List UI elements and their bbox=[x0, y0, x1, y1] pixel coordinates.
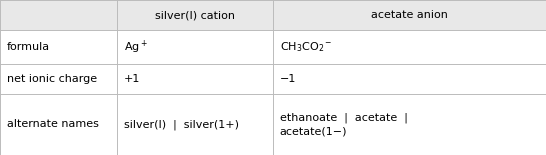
Text: ethanoate  |  acetate  |
acetate(1−): ethanoate | acetate | acetate(1−) bbox=[280, 113, 407, 136]
Text: net ionic charge: net ionic charge bbox=[7, 74, 97, 84]
Bar bbox=[273, 0, 546, 30]
Bar bbox=[273, 64, 546, 94]
Bar bbox=[117, 94, 273, 155]
Bar bbox=[117, 30, 273, 64]
Bar bbox=[0, 30, 117, 64]
Bar bbox=[117, 64, 273, 94]
Bar bbox=[273, 94, 546, 155]
Text: Ag$^+$: Ag$^+$ bbox=[124, 38, 148, 55]
Text: formula: formula bbox=[7, 42, 50, 52]
Bar bbox=[117, 0, 273, 30]
Text: −1: −1 bbox=[280, 74, 296, 84]
Text: acetate anion: acetate anion bbox=[371, 10, 448, 20]
Text: alternate names: alternate names bbox=[7, 119, 98, 129]
Text: silver(I)  |  silver(1+): silver(I) | silver(1+) bbox=[124, 119, 239, 130]
Bar bbox=[273, 30, 546, 64]
Bar bbox=[0, 0, 117, 30]
Bar bbox=[0, 64, 117, 94]
Text: CH$_3$CO$_2$$^-$: CH$_3$CO$_2$$^-$ bbox=[280, 40, 332, 54]
Bar bbox=[0, 94, 117, 155]
Text: silver(I) cation: silver(I) cation bbox=[155, 10, 235, 20]
Text: +1: +1 bbox=[124, 74, 140, 84]
